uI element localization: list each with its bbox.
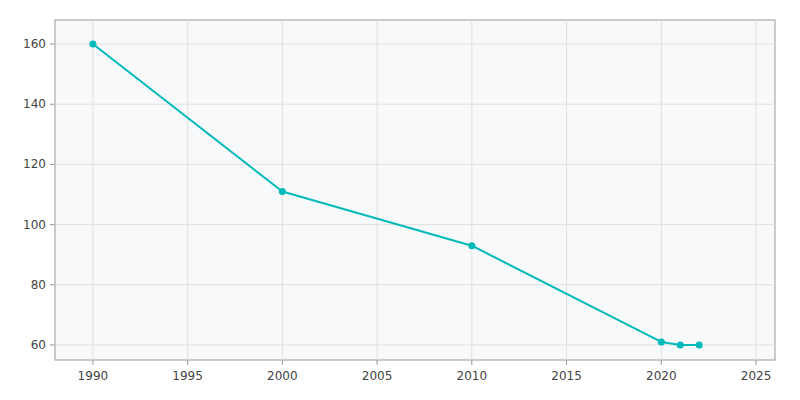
point bbox=[677, 341, 684, 348]
tick-label-x: 2005 bbox=[362, 369, 393, 383]
grid-line-x bbox=[471, 20, 472, 360]
marks bbox=[89, 41, 702, 349]
grid bbox=[55, 20, 775, 360]
tick-label-y: 100 bbox=[23, 218, 46, 232]
tick-label-x: 2010 bbox=[457, 369, 488, 383]
grid-line-y bbox=[55, 344, 775, 345]
tick-label-x: 2020 bbox=[646, 369, 677, 383]
tick-label-x: 2025 bbox=[741, 369, 772, 383]
grid-line-y bbox=[55, 44, 775, 45]
tick-label-x: 1990 bbox=[78, 369, 109, 383]
grid-line-x bbox=[661, 20, 662, 360]
line bbox=[93, 44, 699, 345]
tick-label-x: 1995 bbox=[172, 369, 203, 383]
chart-container: 1990 1995 2000 2005 2010 2015 2020 2025 60 80 100 1… bbox=[0, 0, 800, 400]
grid-line-x bbox=[92, 20, 93, 360]
grid-line-y bbox=[55, 164, 775, 165]
tick-label-y: 120 bbox=[23, 157, 46, 171]
tick-x bbox=[471, 360, 472, 365]
grid-line-y bbox=[55, 104, 775, 105]
point bbox=[279, 188, 286, 195]
tick-y bbox=[50, 224, 55, 225]
tick-y bbox=[50, 44, 55, 45]
tick-y bbox=[50, 284, 55, 285]
point bbox=[468, 242, 475, 249]
tick-x bbox=[756, 360, 757, 365]
grid-line-x bbox=[756, 20, 757, 360]
grid-line-x bbox=[566, 20, 567, 360]
tick-x bbox=[661, 360, 662, 365]
plot-frame bbox=[55, 20, 775, 360]
tick-label-y: 60 bbox=[31, 338, 46, 352]
tick-y bbox=[50, 164, 55, 165]
tick-label-x: 2015 bbox=[551, 369, 582, 383]
tick-label-x: 2000 bbox=[267, 369, 298, 383]
point bbox=[696, 341, 703, 348]
axes: 1990 1995 2000 2005 2010 2015 2020 2025 60 80 100 1… bbox=[23, 37, 771, 383]
tick-y bbox=[50, 104, 55, 105]
tick-x bbox=[282, 360, 283, 365]
point bbox=[89, 41, 96, 48]
tick-x bbox=[377, 360, 378, 365]
grid-line-x bbox=[377, 20, 378, 360]
point bbox=[658, 338, 665, 345]
tick-y bbox=[50, 344, 55, 345]
grid-line-y bbox=[55, 224, 775, 225]
tick-label-y: 160 bbox=[23, 37, 46, 51]
grid-line-x bbox=[187, 20, 188, 360]
grid-line-y bbox=[55, 284, 775, 285]
tick-x bbox=[566, 360, 567, 365]
tick-label-y: 140 bbox=[23, 97, 46, 111]
chart: 1990 1995 2000 2005 2010 2015 2020 2025 60 80 100 1… bbox=[0, 0, 800, 400]
tick-x bbox=[92, 360, 93, 365]
tick-x bbox=[187, 360, 188, 365]
tick-label-y: 80 bbox=[31, 278, 46, 292]
